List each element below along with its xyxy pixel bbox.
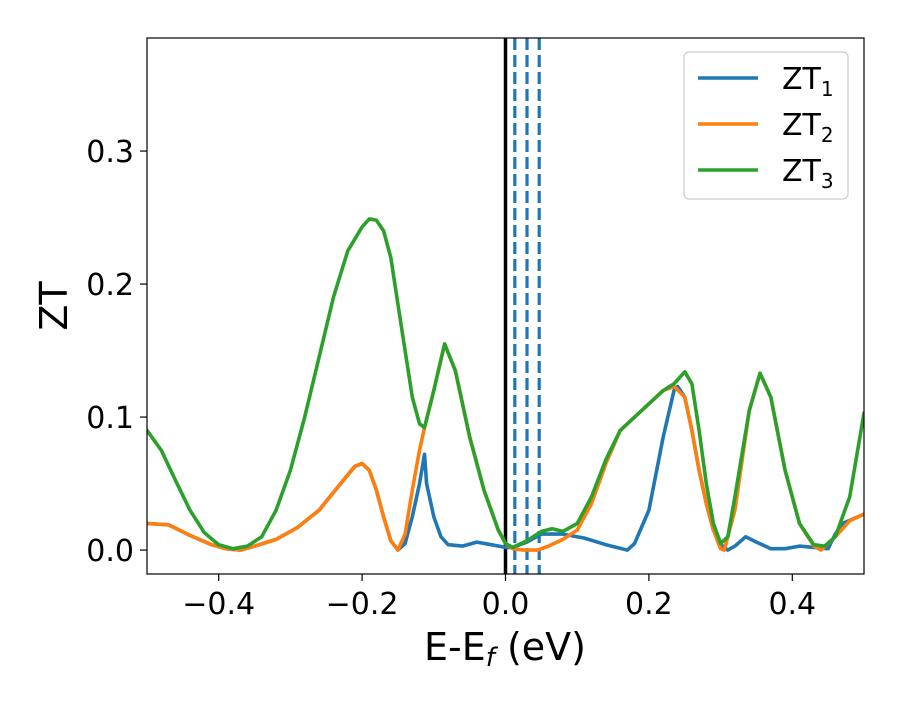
- legend-label-zt3: ZT3: [782, 154, 834, 193]
- plot-area: [147, 38, 864, 574]
- x-tick-label: 0.0: [482, 587, 530, 622]
- x-axis: −0.4 −0.2 0.0 0.2 0.4: [182, 574, 816, 622]
- x-tick-label: 0.2: [625, 587, 673, 622]
- y-tick-label: 0.0: [86, 534, 134, 569]
- series-line-zt2: [147, 342, 864, 552]
- legend: ZT1 ZT2 ZT3: [683, 51, 849, 200]
- x-axis-label: E-Ef (eV): [424, 625, 586, 673]
- x-tick-label: −0.2: [326, 587, 399, 622]
- y-axis-label: ZT: [32, 281, 76, 331]
- x-tick-label: 0.4: [768, 587, 816, 622]
- y-tick-label: 0.1: [86, 401, 134, 436]
- legend-label-zt1: ZT1: [782, 62, 834, 101]
- legend-box: [683, 51, 849, 200]
- y-tick-label: 0.3: [86, 135, 134, 170]
- series-line-zt3: [147, 217, 864, 551]
- legend-label-zt2: ZT2: [782, 108, 834, 147]
- y-axis: 0.0 0.1 0.2 0.3: [86, 135, 147, 569]
- x-tick-label: −0.4: [182, 587, 255, 622]
- y-tick-label: 0.2: [86, 268, 134, 303]
